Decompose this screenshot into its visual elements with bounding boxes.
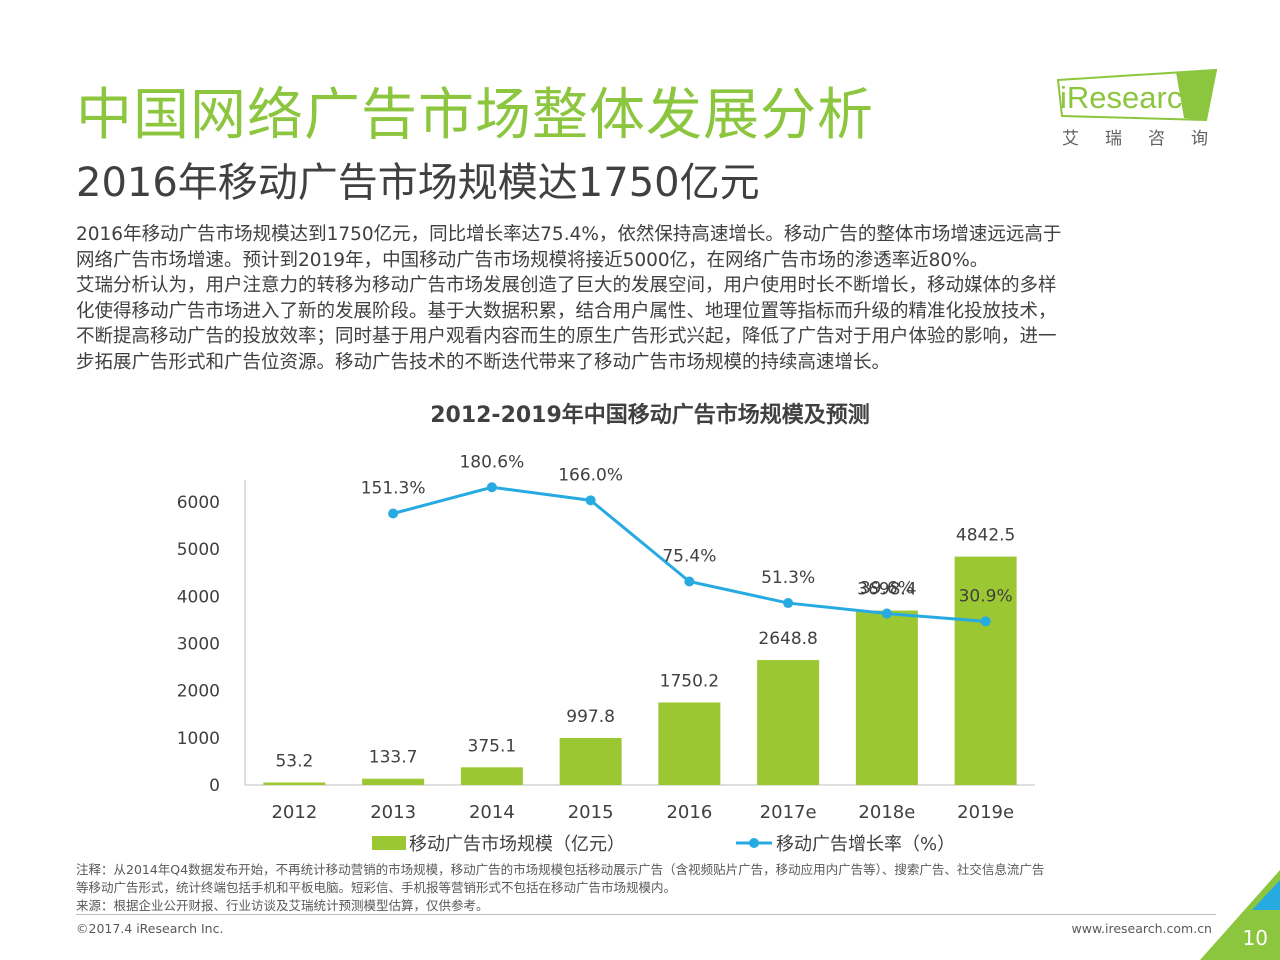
y-tick-label: 1000 — [177, 729, 220, 749]
bar-value-label: 1750.2 — [660, 671, 719, 691]
bar-value-label: 2648.8 — [758, 629, 817, 649]
footnotes: 注释：从2014年Q4数据发布开始，不再统计移动营销的市场规模，移动广告的市场规… — [76, 861, 1216, 915]
x-tick-label: 2013 — [370, 802, 416, 823]
x-tick-label: 2016 — [666, 802, 712, 823]
growth-rate-point — [388, 508, 399, 519]
x-tick-label: 2018e — [858, 802, 915, 823]
growth-rate-point — [881, 608, 892, 619]
legend-bar-label: 移动广告市场规模（亿元） — [409, 834, 625, 855]
note-line: 等移动广告形式，统计终端包括手机和平板电脑。短彩信、手机报等营销形式不包括在移动… — [76, 880, 677, 895]
bar — [362, 778, 425, 785]
bar — [263, 782, 326, 785]
x-tick-label: 2017e — [760, 802, 817, 823]
body-line: 网络广告市场增速。预计到2019年，中国移动广告市场规模将接近5000亿，在网络… — [76, 249, 989, 271]
page-subtitle: 2016年移动广告市场规模达1750亿元 — [76, 160, 760, 206]
bar-value-label: 3698.4 — [857, 580, 916, 600]
website-link[interactable]: www.iresearch.com.cn — [1071, 921, 1213, 936]
growth-rate-label: 166.0% — [558, 465, 623, 485]
bar — [460, 767, 523, 785]
legend-line-label: 移动广告增长率（%） — [776, 834, 955, 855]
bar-value-label: 53.2 — [275, 751, 313, 771]
page-title: 中国网络广告市场整体发展分析 — [76, 83, 874, 148]
bar-value-label: 375.1 — [468, 736, 517, 756]
body-line: 艾瑞分析认为，用户注意力的转移为移动广告市场发展创造了巨大的发展空间，用户使用时… — [76, 275, 1057, 296]
page-corner-decoration — [1200, 870, 1280, 960]
y-tick-label: 4000 — [177, 587, 220, 607]
body-line: 化使得移动广告市场进入了新的发展阶段。基于大数据积累，结合用户属性、地理位置等指… — [76, 300, 1057, 322]
note-line: 注释：从2014年Q4数据发布开始，不再统计移动营销的市场规模，移动广告的市场规… — [76, 862, 1045, 877]
x-tick-label: 2014 — [469, 802, 515, 823]
footer-divider — [76, 914, 1216, 915]
y-tick-label: 2000 — [177, 682, 220, 702]
body-line: 不断提高移动广告的投放效率；同时基于用户观看内容而生的原生广告形式兴起，降低了广… — [76, 326, 1057, 347]
logo-text: iResearch — [1060, 80, 1200, 115]
body-paragraph: 2016年移动广告市场规模达到1750亿元，同比增长率达75.4%，依然保持高速… — [76, 222, 1216, 375]
growth-rate-label: 51.3% — [761, 568, 815, 588]
chart-title: 2012-2019年中国移动广告市场规模及预测 — [430, 403, 870, 428]
bar — [757, 660, 820, 785]
bar — [559, 737, 622, 785]
bar — [658, 702, 721, 785]
x-tick-label: 2015 — [568, 802, 614, 823]
growth-rate-label: 180.6% — [459, 452, 524, 472]
growth-rate-label: 151.3% — [361, 479, 426, 499]
x-tick-label: 2019e — [957, 802, 1014, 823]
body-line: 2016年移动广告市场规模达到1750亿元，同比增长率达75.4%，依然保持高速… — [76, 224, 1062, 245]
growth-rate-point — [585, 495, 596, 506]
body-line: 步拓展广告形式和广告位资源。移动广告技术的不断迭代带来了移动广告市场规模的持续高… — [76, 351, 891, 373]
copyright-text: ©2017.4 iResearch Inc. — [76, 921, 224, 936]
y-tick-label: 0 — [209, 776, 220, 796]
logo-banner-shape — [1056, 68, 1218, 122]
growth-rate-point — [980, 616, 991, 627]
growth-rate-label: 75.4% — [662, 546, 716, 566]
logo-subtext: 艾瑞咨询 — [1062, 129, 1234, 149]
bar-value-label: 133.7 — [369, 748, 418, 768]
growth-rate-point — [684, 576, 695, 587]
y-tick-label: 5000 — [177, 540, 220, 560]
source-line: 来源：根据企业公开财报、行业访谈及艾瑞统计预测模型估算，仅供参考。 — [76, 898, 489, 913]
bar — [954, 556, 1017, 785]
y-tick-label: 3000 — [177, 635, 220, 655]
growth-rate-point — [486, 482, 497, 493]
iresearch-logo: iResearch 艾瑞咨询 — [1056, 66, 1226, 156]
x-tick-label: 2012 — [271, 802, 317, 823]
legend-line-marker — [749, 838, 759, 848]
growth-rate-label: 39.6% — [860, 579, 914, 599]
bar-value-label: 4842.5 — [956, 526, 1015, 546]
growth-rate-label: 30.9% — [959, 586, 1013, 606]
bar-value-label: 997.8 — [566, 707, 615, 727]
page-number: 10 — [1242, 926, 1268, 950]
bar — [855, 610, 918, 785]
legend-bar-swatch — [372, 836, 406, 850]
y-tick-label: 6000 — [177, 493, 220, 513]
growth-rate-point — [783, 598, 794, 609]
